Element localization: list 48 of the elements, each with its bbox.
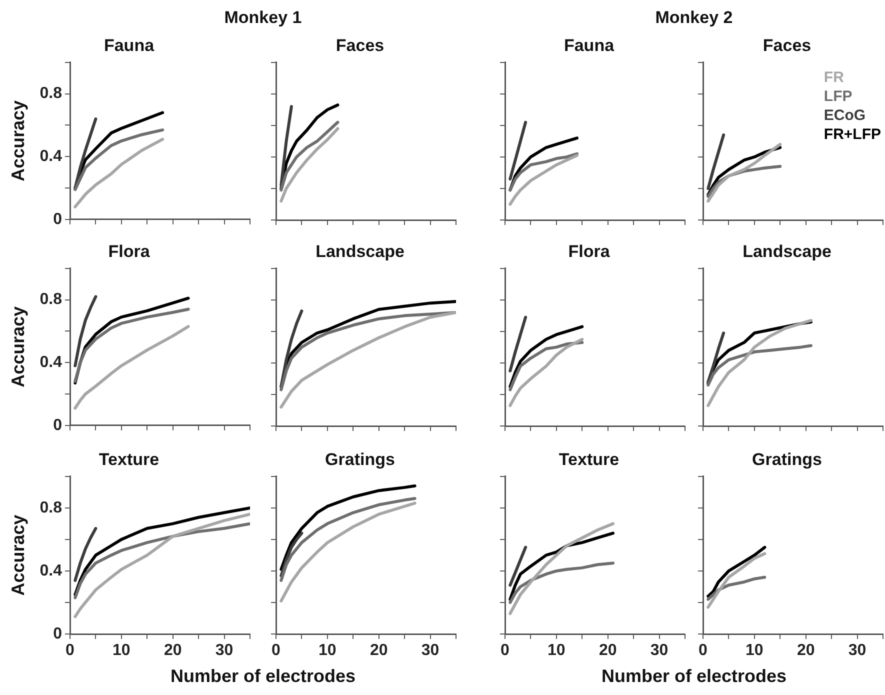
y-tick-label: 0.8 [40,291,62,308]
y-tick-label: 0 [53,416,62,434]
x-tick-label: 0 [66,642,75,660]
chart-title: Faces [762,36,812,55]
x-tick-label: 30 [215,642,234,660]
y-tick-label: 0 [53,625,62,642]
chart-title: Flora [108,242,150,261]
x-tick-label: 0 [272,642,281,660]
chart-title: Faces [336,36,384,55]
chart-title: Gratings [752,450,822,469]
x-tick-label: 0 [500,642,510,660]
chart-title: Gratings [325,450,395,469]
x-tick-label: 30 [421,642,440,660]
text: FR+LFP [824,125,881,144]
x-tick-label: 20 [796,642,815,660]
x-axis-title: Number of electrodes [169,666,357,687]
y-axis-title: Accuracy [8,100,28,182]
y-tick-label: 0.8 [40,85,62,102]
y-tick-label: 0.4 [40,354,62,372]
x-tick-label: 30 [848,642,866,660]
x-tick-label: 30 [650,642,668,660]
x-axis-title: Number of electrodes [600,666,788,687]
chart-title: Fauna [104,36,155,55]
y-tick-label: 0.4 [40,562,62,580]
text: FR [824,68,845,87]
x-tick-label: 20 [370,642,388,660]
text: LFP [824,87,854,106]
x-tick-label: 0 [698,642,708,660]
x-tick-label: 10 [318,642,336,660]
text: Monkey 1 [223,8,303,28]
y-axis-title: Accuracy [8,514,28,596]
chart-title: Landscape [742,242,832,261]
text: Monkey 2 [654,8,734,28]
chart-title: Fauna [564,36,615,55]
x-tick-label: 20 [164,642,182,660]
chart-title: Texture [98,450,160,469]
x-tick-label: 10 [746,642,764,660]
y-tick-label: 0.4 [40,148,62,166]
x-tick-label: 10 [548,642,566,660]
x-tick-label: 20 [598,642,617,660]
y-tick-label: 0.8 [40,499,62,516]
chart-title: Landscape [316,242,404,261]
text: ECoG [824,106,867,125]
chart-title: Flora [568,242,610,261]
y-axis-title: Accuracy [8,306,28,388]
x-tick-label: 10 [112,642,130,660]
y-tick-label: 0 [53,210,62,228]
chart-title: Texture [558,450,620,469]
